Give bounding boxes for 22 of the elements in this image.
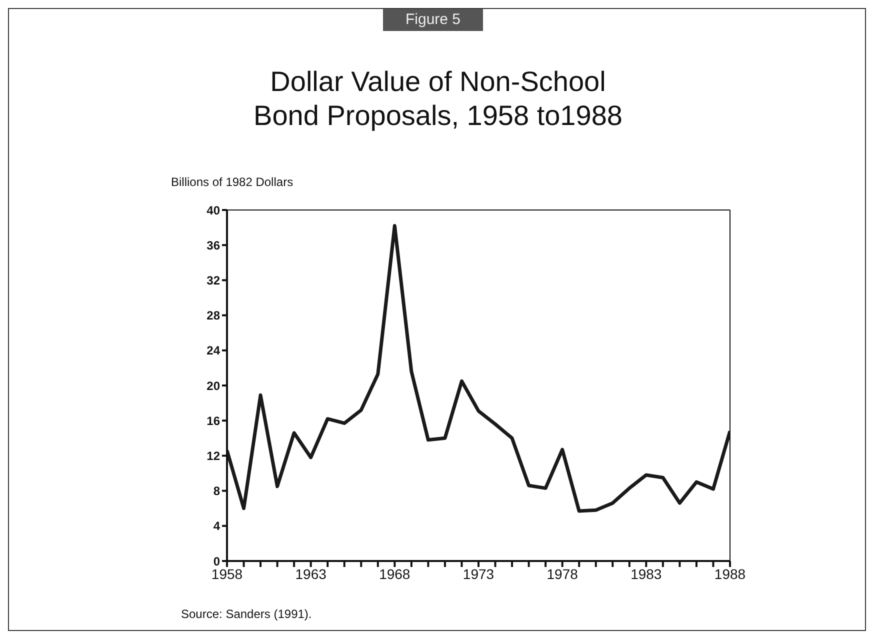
x-tick-label: 1973 — [462, 566, 494, 582]
y-tick-label: 36 — [206, 238, 220, 252]
source-note: Source: Sanders (1991). — [181, 607, 312, 621]
x-tick-label: 1958 — [211, 566, 243, 582]
y-tick-label: 12 — [206, 448, 220, 463]
x-tick-label: 1963 — [295, 566, 327, 582]
x-tick-label: 1983 — [630, 566, 662, 582]
x-tick-label: 1978 — [546, 566, 578, 582]
x-tick-label: 1968 — [379, 566, 410, 582]
chart-title: Dollar Value of Non-School Bond Proposals, 1958 to1988 — [252, 65, 624, 133]
y-tick-label: 28 — [206, 308, 220, 323]
y-tick-label: 32 — [206, 273, 220, 288]
y-tick-label: 16 — [206, 414, 220, 428]
caption: Figure 5 — [383, 9, 483, 31]
y-tick-label: 4 — [213, 519, 220, 534]
y-tick-label: 0 — [213, 554, 220, 568]
y-tick-label: 8 — [213, 484, 220, 498]
x-tick-label: 1988 — [714, 566, 746, 582]
y-axis-title: Billions of 1982 Dollars — [171, 175, 294, 189]
y-tick-label: 24 — [206, 344, 220, 358]
y-tick-label: 40 — [206, 203, 220, 218]
y-tick-label: 20 — [206, 378, 220, 393]
